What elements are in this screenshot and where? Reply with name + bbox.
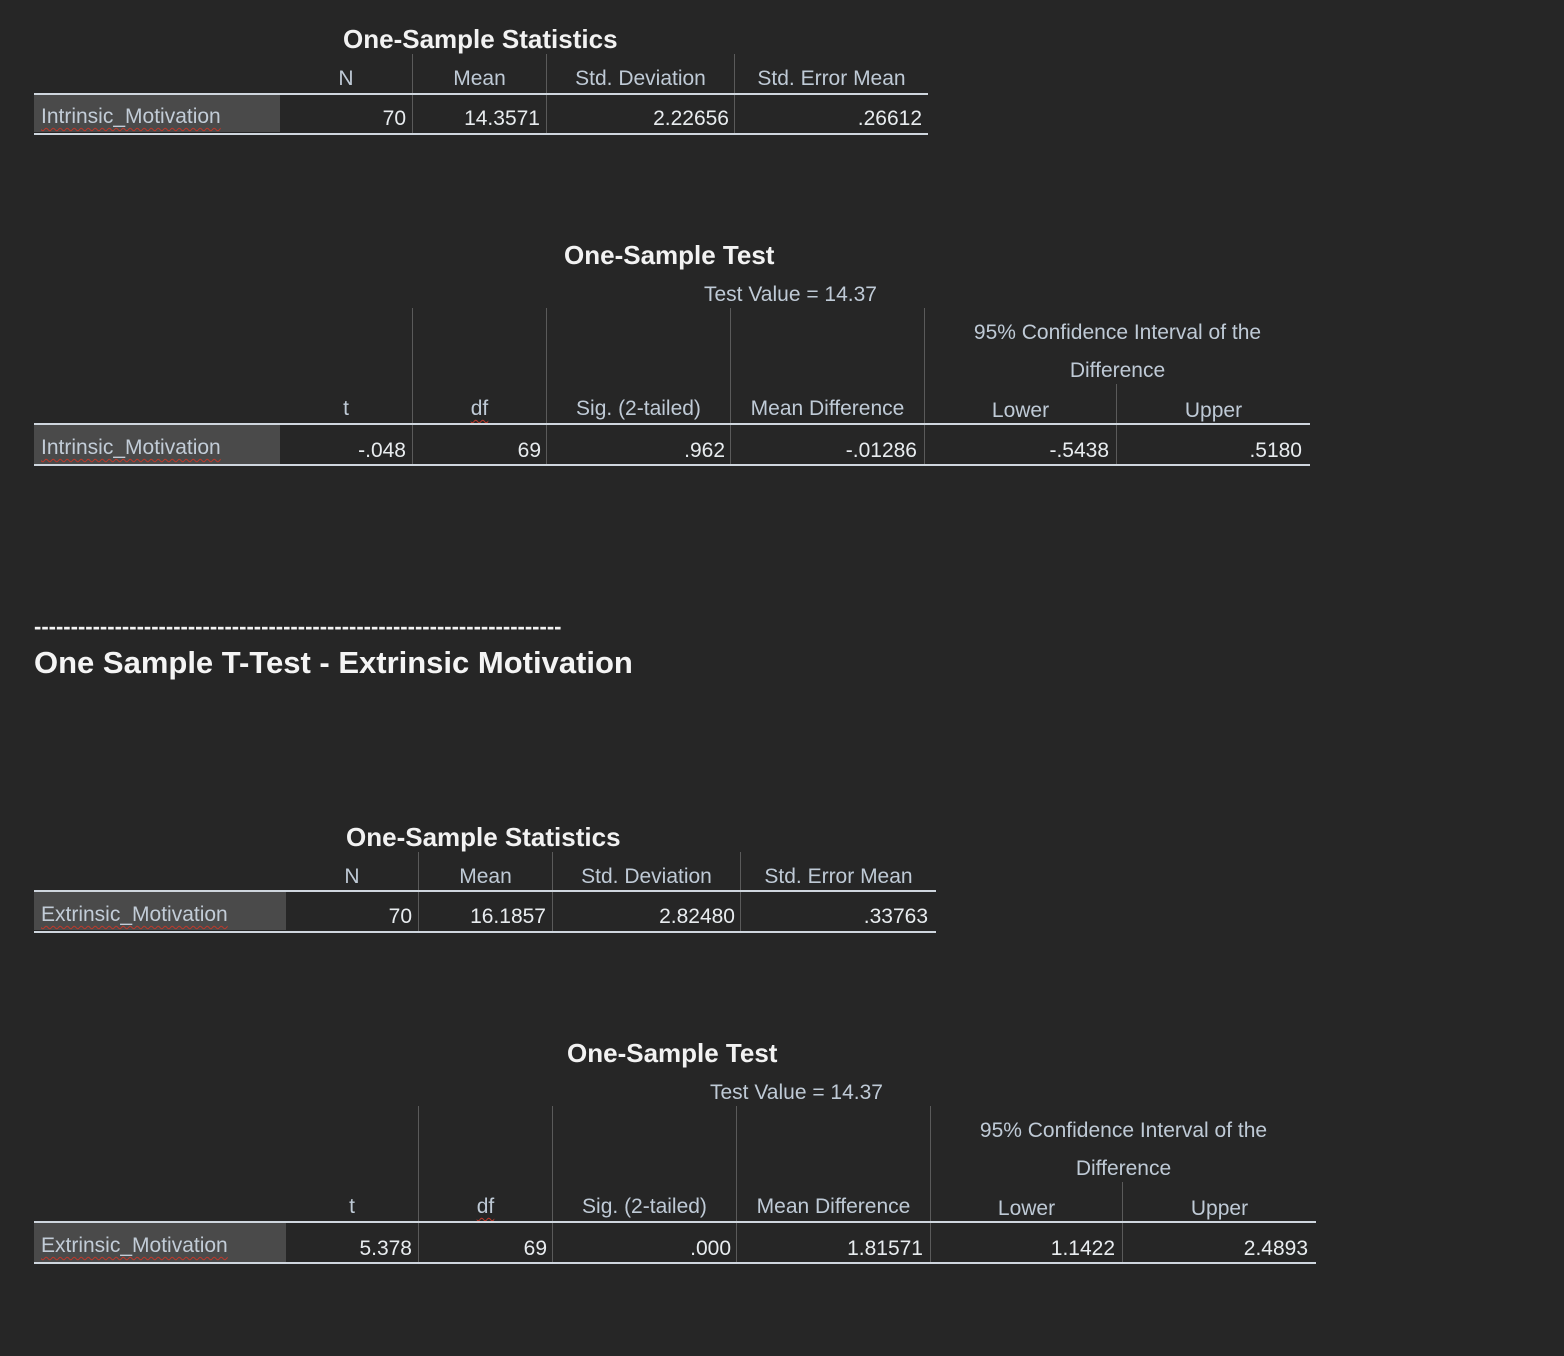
column-divider bbox=[552, 852, 553, 932]
ci-header-line2: Difference bbox=[1075, 1157, 1172, 1180]
header-df: df bbox=[470, 397, 489, 420]
header-upper: Upper bbox=[1184, 399, 1243, 422]
header-n: N bbox=[338, 67, 354, 90]
column-divider bbox=[412, 308, 413, 465]
column-divider bbox=[546, 308, 547, 465]
header-rule bbox=[34, 93, 928, 95]
ci-header-line1: 95% Confidence Interval of the bbox=[979, 1119, 1268, 1142]
column-divider bbox=[552, 1106, 553, 1263]
column-divider bbox=[924, 308, 925, 465]
header-mean-difference: Mean Difference bbox=[756, 1195, 911, 1218]
cell-std-deviation: 2.22656 bbox=[653, 107, 729, 130]
header-n: N bbox=[344, 865, 360, 888]
cell-lower: 1.1422 bbox=[1050, 1237, 1115, 1260]
bottom-rule bbox=[34, 133, 928, 135]
cell-mean-difference: 1.81571 bbox=[847, 1237, 923, 1260]
header-mean: Mean bbox=[453, 67, 506, 90]
header-std-error-mean: Std. Error Mean bbox=[757, 67, 906, 90]
header-mean: Mean bbox=[459, 865, 512, 888]
section-separator: ----------------------------------------… bbox=[34, 614, 562, 639]
cell-t: -.048 bbox=[358, 439, 406, 462]
column-divider bbox=[418, 852, 419, 932]
header-upper: Upper bbox=[1190, 1197, 1249, 1220]
cell-mean: 14.3571 bbox=[464, 107, 540, 130]
cell-sig: .962 bbox=[684, 439, 725, 462]
bottom-rule bbox=[34, 931, 936, 933]
row-label: Extrinsic_Motivation bbox=[34, 892, 286, 930]
header-lower: Lower bbox=[991, 399, 1050, 422]
header-std-error-mean: Std. Error Mean bbox=[764, 865, 913, 888]
column-divider bbox=[418, 1106, 419, 1263]
header-mean-difference: Mean Difference bbox=[750, 397, 905, 420]
cell-mean: 16.1857 bbox=[470, 905, 546, 928]
header-lower: Lower bbox=[997, 1197, 1056, 1220]
ci-header-line1: 95% Confidence Interval of the bbox=[973, 321, 1262, 344]
cell-df: 69 bbox=[523, 1237, 547, 1260]
row-label: Intrinsic_Motivation bbox=[34, 95, 280, 132]
cell-df: 69 bbox=[517, 439, 541, 462]
cell-upper: .5180 bbox=[1249, 439, 1302, 462]
table-title: One-Sample Statistics bbox=[346, 822, 621, 852]
row-label: Extrinsic_Motivation bbox=[34, 1223, 286, 1262]
header-sig: Sig. (2-tailed) bbox=[582, 1195, 707, 1218]
table-title: One-Sample Test bbox=[567, 1038, 778, 1068]
ci-header-line2: Difference bbox=[1069, 359, 1166, 382]
cell-sig: .000 bbox=[690, 1237, 731, 1260]
bottom-rule bbox=[34, 464, 1310, 466]
header-rule bbox=[34, 1221, 1316, 1223]
header-rule bbox=[34, 423, 1310, 425]
column-divider bbox=[730, 308, 731, 465]
row-label: Intrinsic_Motivation bbox=[34, 425, 280, 464]
column-divider bbox=[736, 1106, 737, 1263]
cell-std-deviation: 2.82480 bbox=[659, 905, 735, 928]
header-t: t bbox=[343, 397, 349, 420]
column-divider bbox=[740, 852, 741, 932]
bottom-rule bbox=[34, 1262, 1316, 1264]
column-divider bbox=[930, 1106, 931, 1263]
header-sig: Sig. (2-tailed) bbox=[576, 397, 701, 420]
cell-n: 70 bbox=[382, 107, 406, 130]
cell-n: 70 bbox=[388, 905, 412, 928]
cell-std-error-mean: .26612 bbox=[857, 107, 922, 130]
cell-upper: 2.4893 bbox=[1243, 1237, 1308, 1260]
header-std-deviation: Std. Deviation bbox=[581, 865, 712, 888]
test-value-label: Test Value = 14.37 bbox=[710, 1081, 883, 1104]
test-value-label: Test Value = 14.37 bbox=[704, 283, 877, 306]
header-t: t bbox=[349, 1195, 355, 1218]
cell-std-error-mean: .33763 bbox=[863, 905, 928, 928]
section-title: One Sample T-Test - Extrinsic Motivation bbox=[34, 645, 633, 680]
cell-mean-difference: -.01286 bbox=[845, 439, 917, 462]
header-df: df bbox=[476, 1195, 495, 1218]
header-rule bbox=[34, 890, 936, 892]
table-title: One-Sample Test bbox=[564, 240, 775, 270]
cell-lower: -.5438 bbox=[1049, 439, 1109, 462]
header-std-deviation: Std. Deviation bbox=[575, 67, 706, 90]
cell-t: 5.378 bbox=[359, 1237, 412, 1260]
table-title: One-Sample Statistics bbox=[343, 24, 618, 54]
